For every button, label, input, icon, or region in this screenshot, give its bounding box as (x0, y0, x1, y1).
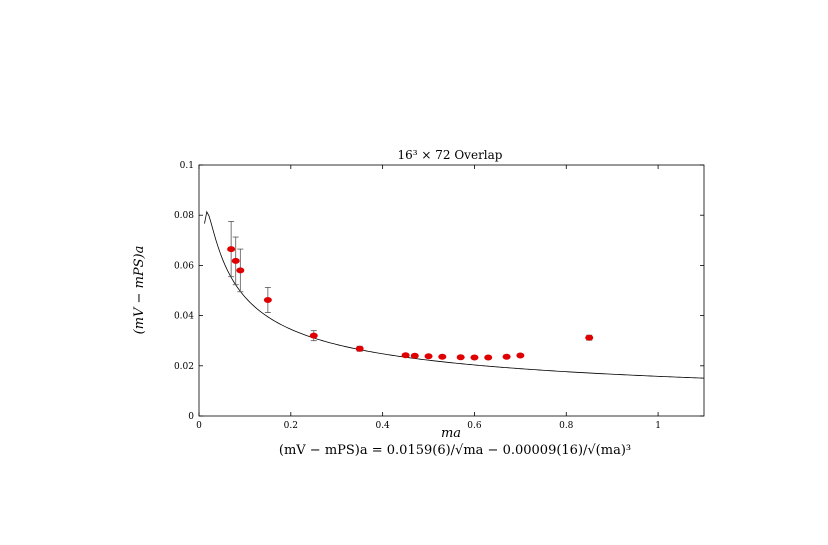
fit-curve (204, 210, 705, 379)
data-points (227, 221, 594, 361)
data-point (484, 354, 493, 361)
plot-frame (198, 164, 705, 417)
y-tick-label: 0.1 (180, 161, 194, 171)
y-axis: 0 0.02 0.04 0.06 0.08 0.1 (174, 161, 704, 422)
y-tick-label: 0.02 (174, 362, 194, 372)
data-point (502, 353, 511, 360)
data-point (470, 354, 479, 361)
x-tick-label: 0 (196, 421, 202, 431)
data-point (236, 267, 245, 274)
data-point (355, 345, 364, 352)
x-tick-label: 0.2 (284, 421, 298, 431)
data-point (401, 352, 410, 359)
y-tick-label: 0 (188, 412, 194, 422)
y-tick-label: 0.06 (174, 261, 194, 271)
data-point (585, 334, 594, 341)
fit-formula: (mV − mPS)a = 0.0159(6)/√ma − 0.00009(16… (278, 443, 632, 458)
x-tick-label: 1 (655, 421, 661, 431)
data-point (263, 297, 272, 304)
data-point (516, 352, 525, 359)
x-tick-label: 0.6 (467, 421, 482, 431)
y-tick-label: 0.08 (174, 211, 194, 221)
data-point (424, 353, 433, 360)
y-axis-label: (mV − mPS)a (132, 246, 147, 335)
data-point (231, 257, 240, 264)
data-point (309, 332, 318, 339)
data-point (227, 246, 236, 253)
data-point (438, 353, 447, 360)
x-tick-label: 0.8 (559, 421, 574, 431)
data-point (410, 352, 419, 359)
chart-title: 16³ × 72 Overlap (398, 148, 503, 162)
y-tick-label: 0.04 (174, 312, 194, 322)
x-tick-label: 0.4 (375, 421, 390, 431)
x-axis-label: ma (441, 426, 461, 441)
x-axis: 0 0.2 0.4 0.6 0.8 1 (196, 165, 661, 431)
data-point (456, 354, 465, 361)
